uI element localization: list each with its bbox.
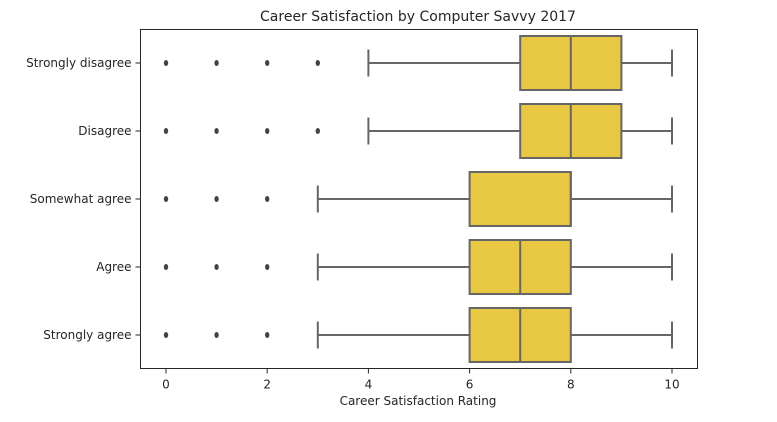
outlier-point	[163, 60, 169, 66]
x-tick-label: 0	[162, 378, 170, 392]
outlier-point	[315, 128, 320, 134]
x-tick-label: 10	[664, 378, 679, 392]
x-tick-label: 4	[365, 378, 373, 392]
box-group	[163, 171, 673, 227]
outlier-point	[265, 196, 270, 202]
y-tick-label: Disagree	[78, 124, 131, 138]
x-tick-label: 6	[466, 378, 474, 392]
box-group	[163, 239, 673, 295]
box-group	[163, 307, 673, 363]
x-tick-label: 8	[567, 378, 575, 392]
outlier-point	[214, 264, 219, 270]
y-tick-label: Agree	[96, 260, 131, 274]
outlier-point	[265, 264, 270, 270]
chart-title: Career Satisfaction by Computer Savvy 20…	[260, 9, 576, 25]
y-tick-label: Strongly agree	[43, 328, 131, 342]
outlier-point	[214, 128, 219, 134]
box-group	[163, 103, 673, 159]
outlier-point	[214, 196, 219, 202]
outlier-point	[163, 332, 169, 338]
outlier-point	[163, 196, 169, 202]
outlier-point	[315, 60, 320, 66]
outlier-point	[163, 264, 169, 270]
outlier-point	[265, 60, 270, 66]
box-group	[163, 35, 673, 91]
y-tick-label: Somewhat agree	[30, 192, 132, 206]
x-tick-label: 2	[263, 378, 271, 392]
y-tick-label: Strongly disagree	[26, 56, 131, 70]
x-axis-label: Career Satisfaction Rating	[340, 394, 497, 408]
plot-area: 0 2 4 6 8 10 Strongly disagree Disagree Somewhat…	[26, 29, 698, 392]
outlier-point	[265, 332, 270, 338]
iqr-box	[468, 171, 572, 227]
outlier-point	[214, 60, 219, 66]
outlier-point	[265, 128, 270, 134]
outlier-point	[214, 332, 219, 338]
outlier-point	[163, 128, 169, 134]
